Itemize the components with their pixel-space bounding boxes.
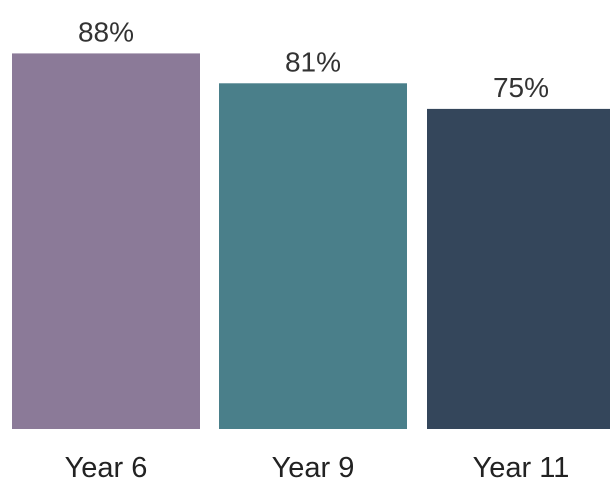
category-label: Year 11 [473, 452, 570, 479]
category-label: Year 9 [272, 452, 355, 479]
category-labels-group: Year 6 Year 9 Year 11 [65, 452, 570, 479]
value-label: 75% [493, 72, 549, 103]
value-labels-group: 88% 81% 75% [78, 16, 549, 102]
bars-group [12, 53, 610, 430]
bar-year-9 [219, 83, 407, 430]
bar-year-11 [427, 108, 610, 430]
category-label: Year 6 [65, 452, 148, 479]
value-label: 81% [285, 46, 341, 77]
bar-year-6 [12, 53, 200, 429]
value-label: 88% [78, 16, 134, 47]
